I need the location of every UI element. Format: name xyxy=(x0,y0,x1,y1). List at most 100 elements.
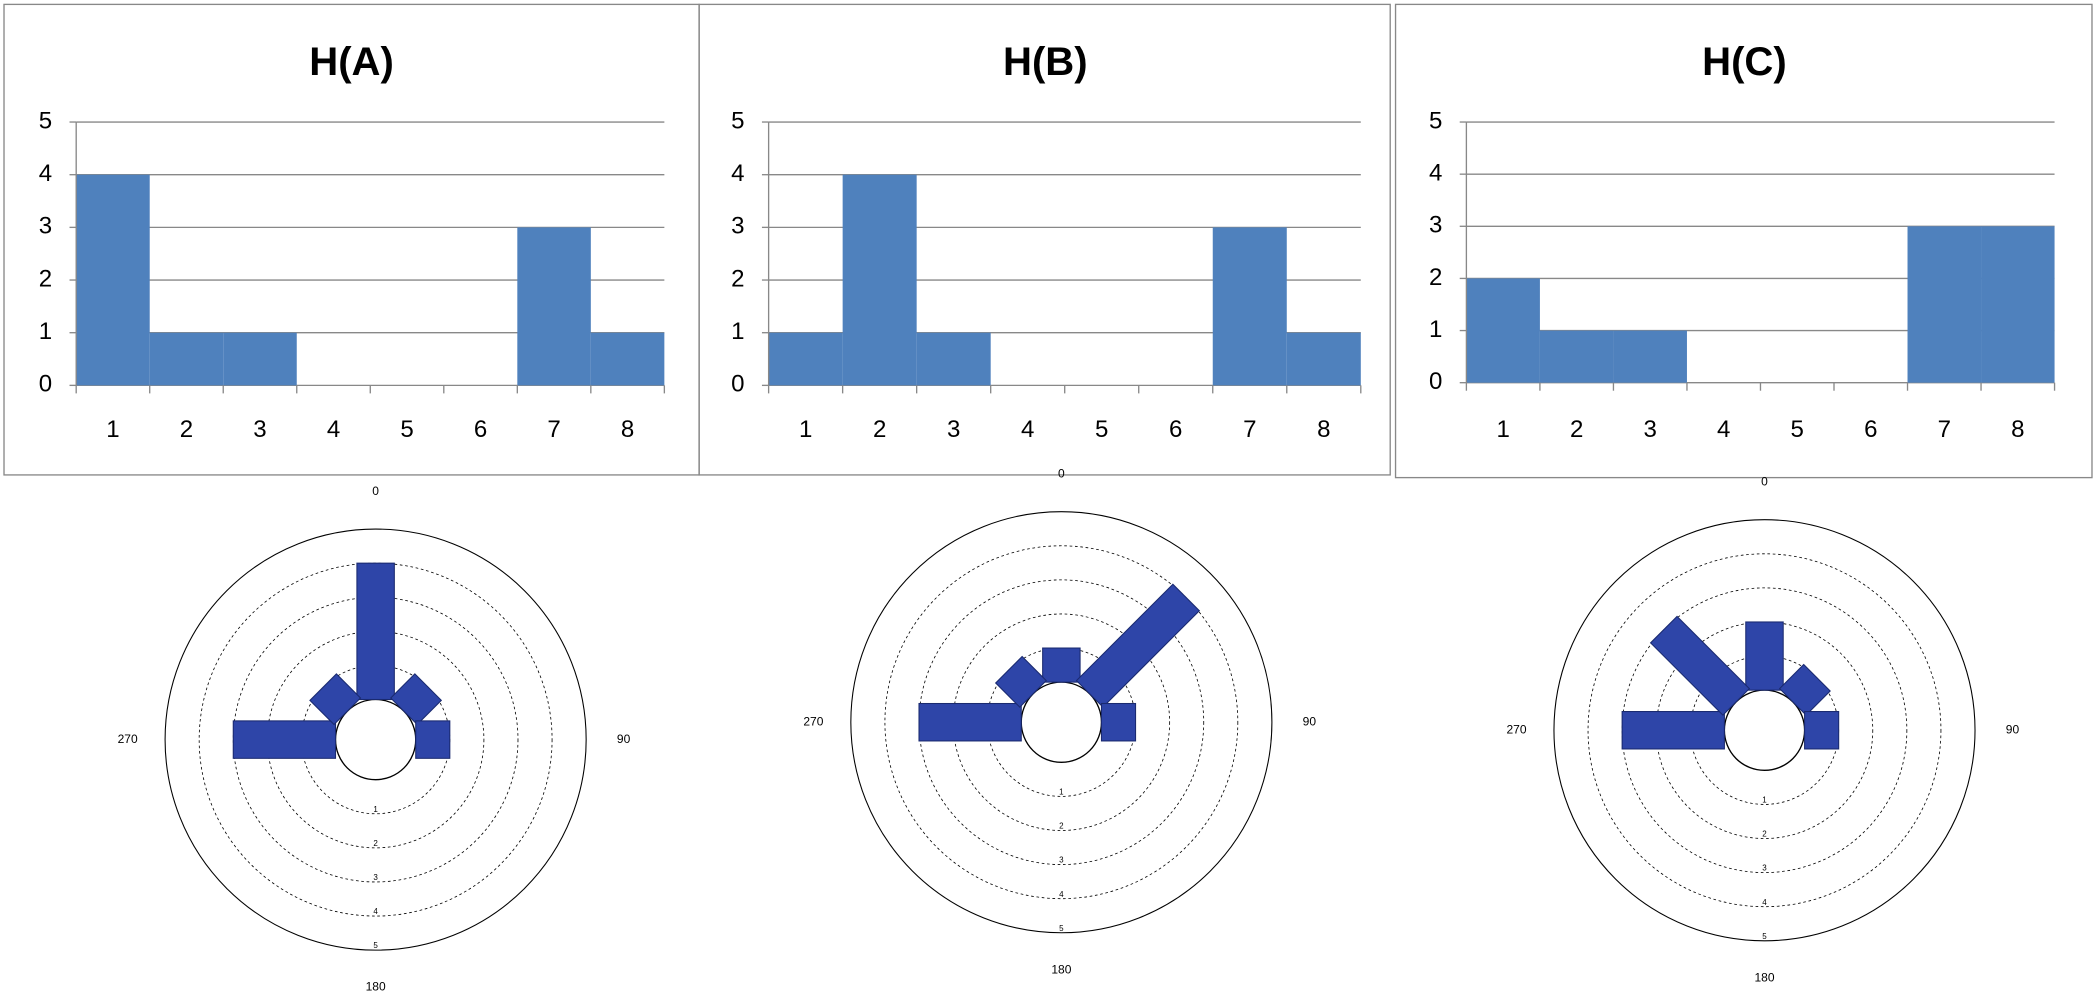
x-tick-label: 6 xyxy=(1864,416,1877,443)
x-tick-label: 1 xyxy=(1496,416,1509,443)
polar-bar xyxy=(415,720,451,759)
x-tick-label: 5 xyxy=(1791,416,1804,443)
angle-tick-label: 0 xyxy=(1761,474,1768,488)
angle-tick-label: 90 xyxy=(617,732,631,746)
y-tick-label: 0 xyxy=(1429,368,1442,395)
polar-bar xyxy=(1621,710,1725,750)
polar-bar xyxy=(1745,621,1784,691)
r-tick-label: 2 xyxy=(1762,830,1767,839)
x-tick-label: 3 xyxy=(253,416,266,443)
r-tick-label: 4 xyxy=(1059,890,1064,899)
ring xyxy=(164,528,587,951)
bar xyxy=(1539,330,1614,383)
x-tick-label: 8 xyxy=(1317,416,1330,443)
y-tick-label: 0 xyxy=(731,371,744,398)
ring xyxy=(884,545,1239,900)
ring xyxy=(952,613,1171,831)
x-tick-label: 4 xyxy=(1021,416,1034,443)
bar xyxy=(1286,332,1361,386)
x-tick-label: 4 xyxy=(1717,416,1730,443)
x-tick-label: 7 xyxy=(1938,416,1951,443)
polar-bar xyxy=(1649,615,1751,716)
y-tick-label: 4 xyxy=(731,160,744,187)
angle-tick-label: 0 xyxy=(1058,466,1065,480)
polar-bar xyxy=(1100,702,1137,742)
x-tick-label: 5 xyxy=(1095,416,1108,443)
r-tick-label: 5 xyxy=(1762,932,1767,941)
r-tick-label: 1 xyxy=(1059,788,1064,797)
angle-tick-label: 90 xyxy=(1303,714,1317,728)
chart-title: H(B) xyxy=(1003,40,1088,84)
x-tick-label: 6 xyxy=(1169,416,1182,443)
panel-frame xyxy=(1394,3,2093,479)
angle-tick-label: 180 xyxy=(366,980,386,994)
polar-bar xyxy=(1778,663,1831,716)
bar xyxy=(517,227,591,386)
polar-bar xyxy=(389,673,443,726)
ring xyxy=(918,579,1205,865)
y-tick-label: 4 xyxy=(39,160,52,187)
y-tick-label: 2 xyxy=(39,265,52,292)
r-tick-label: 5 xyxy=(1059,924,1064,933)
r-tick-label: 2 xyxy=(1059,822,1064,831)
polar-bar xyxy=(309,673,362,726)
r-tick-label: 2 xyxy=(373,839,378,848)
y-tick-label: 3 xyxy=(1429,212,1442,239)
ring xyxy=(850,511,1273,934)
angle-tick-label: 270 xyxy=(803,714,823,728)
bar xyxy=(149,332,224,386)
ring xyxy=(1587,553,1942,908)
ring xyxy=(1553,519,1976,942)
y-tick-label: 0 xyxy=(39,371,52,398)
x-tick-label: 2 xyxy=(180,416,193,443)
r-tick-label: 1 xyxy=(373,805,378,814)
x-tick-label: 8 xyxy=(2011,416,2024,443)
x-tick-label: 5 xyxy=(400,416,413,443)
r-tick-label: 4 xyxy=(373,907,378,916)
angle-tick-label: 0 xyxy=(372,484,379,498)
x-tick-label: 2 xyxy=(1570,416,1583,443)
bar xyxy=(1981,226,2055,383)
x-tick-label: 3 xyxy=(947,416,960,443)
chart-title: H(C) xyxy=(1702,40,1787,84)
bar xyxy=(842,174,917,386)
x-tick-label: 1 xyxy=(106,416,119,443)
y-tick-label: 1 xyxy=(39,318,52,345)
angle-tick-label: 270 xyxy=(1506,722,1526,736)
r-tick-label: 5 xyxy=(373,941,378,950)
r-tick-label: 3 xyxy=(1762,864,1767,873)
bar xyxy=(1466,278,1540,383)
angle-tick-label: 270 xyxy=(118,732,138,746)
x-tick-label: 7 xyxy=(547,416,560,443)
r-tick-label: 3 xyxy=(373,873,378,882)
y-tick-label: 5 xyxy=(731,107,744,134)
y-tick-label: 2 xyxy=(1429,264,1442,291)
bar xyxy=(916,332,991,386)
x-tick-label: 7 xyxy=(1243,416,1256,443)
polar-bar xyxy=(994,655,1048,708)
bar xyxy=(1907,226,1982,383)
x-tick-label: 8 xyxy=(621,416,634,443)
r-tick-label: 3 xyxy=(1059,856,1064,865)
panel-frame xyxy=(698,3,1391,476)
x-tick-label: 2 xyxy=(873,416,886,443)
x-tick-label: 4 xyxy=(327,416,340,443)
y-tick-label: 1 xyxy=(1429,316,1442,343)
y-tick-label: 3 xyxy=(731,213,744,240)
bar xyxy=(590,332,665,386)
polar-bar xyxy=(356,562,395,701)
x-tick-label: 3 xyxy=(1644,416,1657,443)
ring xyxy=(1621,587,1908,874)
y-tick-label: 5 xyxy=(1429,107,1442,134)
angle-tick-label: 180 xyxy=(1754,970,1774,984)
polar-bar xyxy=(918,702,1022,742)
angle-tick-label: 90 xyxy=(2006,722,2020,736)
bar xyxy=(76,174,150,386)
bar xyxy=(1613,330,1687,383)
x-tick-label: 6 xyxy=(474,416,487,443)
r-tick-label: 1 xyxy=(1762,796,1767,805)
y-tick-label: 2 xyxy=(731,265,744,292)
polar-bar xyxy=(1042,647,1081,683)
angle-tick-label: 180 xyxy=(1051,962,1071,976)
